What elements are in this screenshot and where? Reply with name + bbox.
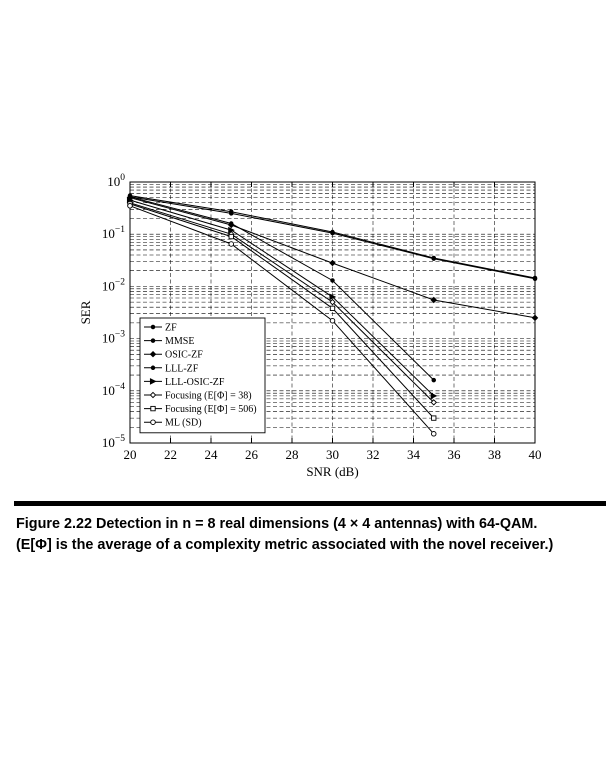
legend-label: LLL-ZF: [165, 363, 199, 374]
series-line: [129, 199, 435, 397]
y-tick-label: 10−2: [102, 277, 125, 293]
caption-line-1: Detection in n = 8 real dimensions (4 × …: [95, 516, 538, 532]
y-axis-label: SER: [78, 300, 93, 324]
data-point: [431, 431, 437, 437]
series-line: [129, 203, 435, 419]
x-tick-label: 32: [367, 447, 380, 462]
legend: ZF MMSE OSIC-ZF LLL-ZF LLL-OSIC-ZF Focusing (…: [139, 317, 266, 434]
figure-caption: Figure 2.22 Detection in n = 8 real dime…: [16, 514, 606, 556]
x-tick-label: 30: [326, 447, 339, 462]
legend-label: LLL-OSIC-ZF: [165, 377, 225, 388]
data-point: [431, 255, 437, 261]
series-line: [129, 205, 435, 435]
y-tick-label: 10−4: [102, 382, 125, 398]
y-tick-label: 10−5: [102, 434, 125, 450]
series-line: [129, 196, 435, 381]
data-point: [329, 305, 336, 311]
legend-label: Focusing (E[Φ] = 506): [165, 404, 257, 415]
caption-line-2: (E[Φ] is the average of a complexity met…: [16, 537, 554, 553]
data-point: [431, 377, 437, 383]
legend-label: Focusing (E[Φ] = 38): [165, 391, 252, 402]
ser-chart: 20 22 24 26 28 30 32 34 36 38 40 100 10−1 10−2 10−3 10−…: [78, 173, 542, 479]
data-point: [430, 392, 438, 400]
x-tick-label: 38: [488, 447, 501, 462]
legend-marker: [149, 391, 157, 399]
legend-marker: [149, 350, 157, 358]
y-tick-label: 10−3: [102, 330, 125, 346]
data-point: [330, 278, 335, 283]
legend-label: OSIC-ZF: [165, 350, 203, 361]
data-point: [431, 415, 437, 421]
x-axis-label: SNR (dB): [306, 464, 358, 479]
series-3: [127, 194, 437, 383]
x-tick-label: 26: [245, 447, 259, 462]
x-tick-label: 34: [407, 447, 421, 462]
legend-marker: [150, 419, 156, 425]
data-point: [228, 221, 234, 226]
series-line: [129, 202, 435, 403]
x-tick-label: 28: [286, 447, 299, 462]
x-tick-label: 24: [205, 447, 219, 462]
x-tick-label: 20: [124, 447, 137, 462]
data-point: [329, 298, 336, 306]
data-point: [329, 293, 337, 301]
legend-label: ML (SD): [165, 418, 202, 429]
legend-label: MMSE: [165, 336, 194, 347]
data-point: [329, 317, 336, 324]
data-point: [228, 209, 234, 214]
y-tick-label: 10−1: [102, 225, 125, 241]
data-point: [228, 233, 234, 240]
legend-marker: [150, 365, 156, 371]
legend-marker: [150, 405, 156, 412]
legend-marker: [150, 324, 156, 330]
data-point: [531, 314, 539, 322]
data-point: [430, 296, 437, 304]
data-point: [330, 229, 335, 235]
legend-box: [139, 317, 266, 434]
caption-label: Figure 2.22: [16, 516, 92, 532]
y-tick-label: 100: [107, 173, 125, 189]
caption-rule: [14, 501, 606, 506]
x-tick-label: 22: [164, 447, 177, 462]
data-point: [532, 275, 538, 281]
legend-marker: [150, 338, 156, 343]
data-point: [430, 399, 437, 406]
data-point: [127, 203, 133, 209]
legend-label: ZF: [165, 323, 177, 334]
x-tick-label: 36: [448, 447, 462, 462]
data-point: [228, 241, 234, 247]
data-point: [329, 259, 336, 267]
x-tick-label: 40: [529, 447, 542, 462]
series-7: [127, 203, 437, 437]
legend-marker: [149, 378, 157, 385]
